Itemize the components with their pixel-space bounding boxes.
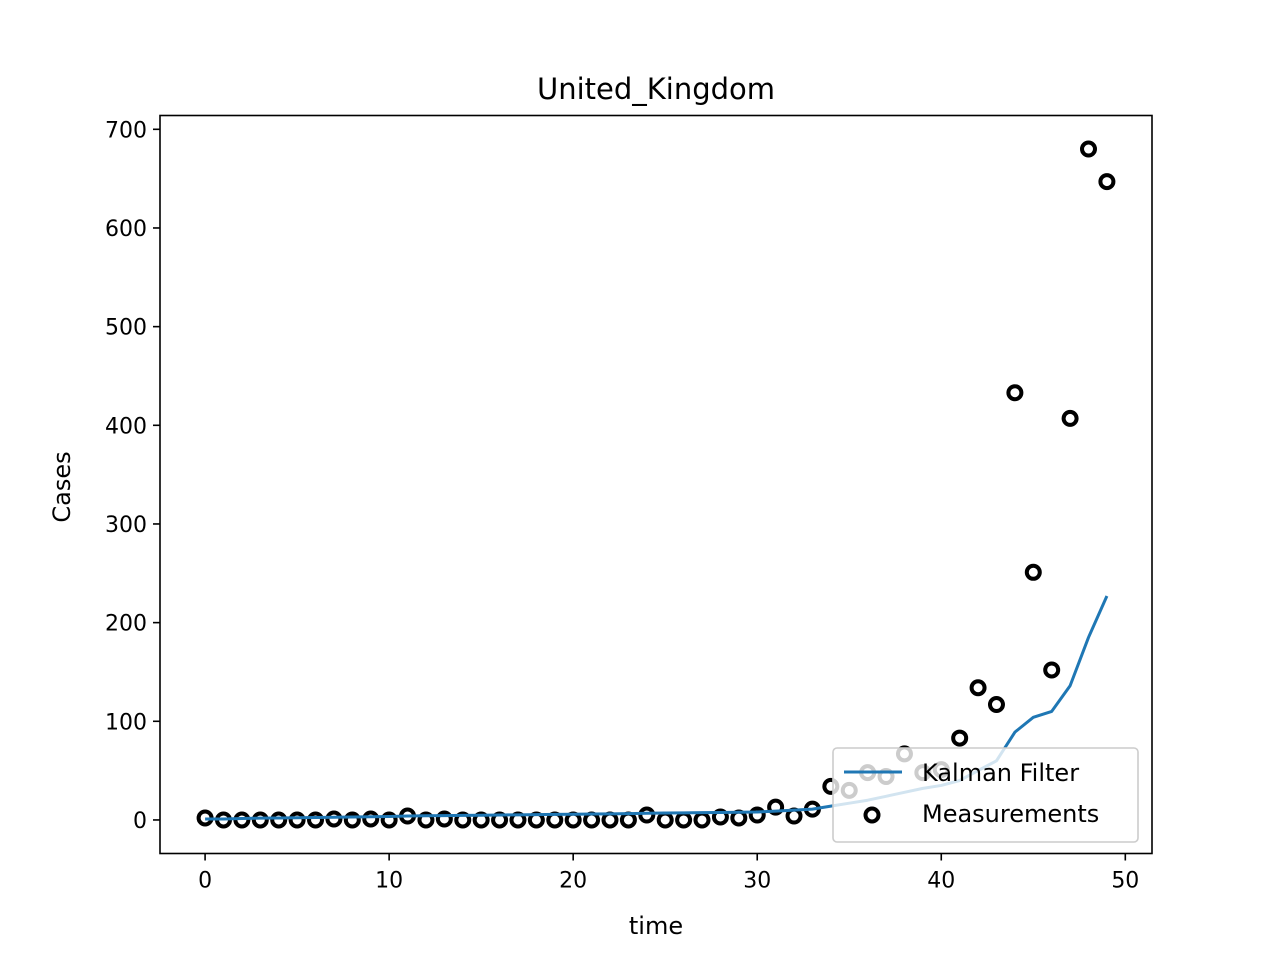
y-axis-title: Cases [48,451,76,522]
y-tick-label: 100 [105,710,147,735]
y-tick-label: 500 [105,316,147,341]
measurement-point [601,811,619,829]
measurement-point [951,729,969,747]
y-tick-label: 0 [133,809,147,834]
measurement-point [619,811,637,829]
measurement-point [693,811,711,829]
measurement-point [307,811,325,829]
x-tick-label: 40 [927,869,955,894]
legend-box [832,747,1139,843]
measurement-point [1006,384,1024,402]
measurement-point [1080,140,1098,158]
y-tick-label: 600 [105,217,147,242]
x-tick-label: 0 [198,869,212,894]
measurement-point [638,806,656,824]
plot-frame [159,114,1153,855]
legend-label-kalman: Kalman Filter [922,759,1079,787]
measurement-point [656,811,674,829]
measurement-point [1061,409,1079,427]
y-tick-label: 700 [105,118,147,143]
y-axis: 0 100 200 300 400 500 600 700 [105,118,160,834]
measurement-point [251,811,269,829]
y-tick-label: 200 [105,612,147,637]
legend: Kalman Filter Measurements [832,747,1139,843]
measurement-point [343,811,361,829]
x-tick-label: 50 [1111,869,1139,894]
measurement-point [675,811,693,829]
measurement-point [288,811,306,829]
measurement-point [362,810,380,828]
measurement-point [1043,661,1061,679]
chart-title: United_Kingdom [537,72,775,106]
legend-label-measurements: Measurements [922,800,1099,828]
measurement-point [987,696,1005,714]
x-tick-label: 20 [559,869,587,894]
x-axis-title: time [629,912,683,940]
legend-marker-swatch [863,806,881,824]
y-tick-label: 400 [105,414,147,439]
y-tick-label: 300 [105,513,147,538]
x-tick-label: 30 [743,869,771,894]
measurement-point [325,810,343,828]
measurement-point [1098,173,1116,191]
measurement-point [1024,563,1042,581]
x-tick-label: 10 [375,869,403,894]
x-axis: 0 10 20 30 40 50 [198,853,1139,894]
measurement-point [270,811,288,829]
measurement-point [491,811,509,829]
measurement-point [969,679,987,697]
